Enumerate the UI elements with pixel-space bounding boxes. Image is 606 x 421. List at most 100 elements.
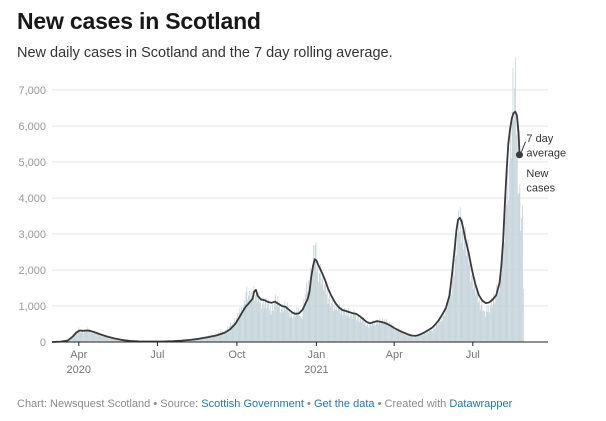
daily-case-bar bbox=[519, 184, 521, 342]
daily-case-bar bbox=[346, 316, 348, 342]
daily-case-bar bbox=[500, 261, 502, 342]
daily-case-bar bbox=[111, 339, 113, 342]
daily-case-bar bbox=[496, 284, 497, 342]
daily-case-bar bbox=[88, 329, 90, 342]
daily-case-bar bbox=[292, 318, 294, 342]
created-with-label: Created with bbox=[384, 398, 447, 410]
daily-case-bar bbox=[411, 336, 413, 342]
daily-case-bar bbox=[82, 330, 84, 342]
daily-case-bar bbox=[522, 289, 524, 342]
daily-case-bar bbox=[279, 302, 281, 342]
daily-case-bar bbox=[477, 287, 478, 342]
daily-case-bar bbox=[363, 317, 364, 342]
daily-case-bar bbox=[106, 336, 108, 342]
daily-case-bar bbox=[518, 192, 520, 342]
daily-case-bar bbox=[195, 338, 197, 342]
daily-case-bar bbox=[319, 264, 321, 342]
daily-case-bar bbox=[398, 328, 400, 342]
daily-case-bar bbox=[300, 315, 301, 342]
daily-case-bar bbox=[392, 326, 394, 342]
daily-case-bar bbox=[494, 303, 496, 342]
daily-case-bar bbox=[382, 318, 383, 342]
daily-case-bar bbox=[69, 338, 71, 342]
daily-case-bar bbox=[264, 302, 266, 342]
daily-case-bar bbox=[439, 317, 440, 342]
daily-case-bar bbox=[433, 328, 434, 342]
daily-case-bar bbox=[298, 308, 300, 342]
daily-case-bar bbox=[72, 334, 74, 342]
daily-case-bar bbox=[83, 331, 85, 342]
daily-case-bar bbox=[376, 322, 377, 342]
daily-case-bar bbox=[268, 299, 269, 342]
daily-case-bar bbox=[100, 335, 102, 342]
daily-case-bar bbox=[244, 304, 246, 342]
daily-case-bar bbox=[324, 284, 325, 342]
daily-case-bar bbox=[401, 332, 403, 342]
daily-case-bar bbox=[403, 334, 405, 342]
x-tick-label: Jul bbox=[466, 349, 480, 361]
daily-case-bar bbox=[234, 318, 236, 342]
daily-case-bar bbox=[300, 318, 302, 342]
daily-case-bar bbox=[408, 334, 409, 342]
daily-case-bar bbox=[238, 313, 240, 342]
daily-case-bar bbox=[466, 246, 468, 342]
daily-case-bar bbox=[320, 284, 322, 342]
daily-case-bar bbox=[280, 312, 281, 342]
x-tick-year-label: 2021 bbox=[304, 364, 328, 376]
daily-case-bar bbox=[87, 327, 89, 342]
daily-case-bar bbox=[359, 319, 361, 342]
daily-case-bar bbox=[425, 334, 427, 342]
daily-case-bar bbox=[461, 230, 463, 342]
daily-case-bar bbox=[210, 335, 211, 342]
daily-case-bar bbox=[393, 325, 395, 342]
daily-case-bar bbox=[513, 120, 515, 342]
daily-case-bar bbox=[416, 336, 418, 342]
daily-case-bar bbox=[433, 326, 435, 342]
datawrapper-link[interactable]: Datawrapper bbox=[449, 398, 513, 410]
daily-case-bar bbox=[299, 315, 300, 342]
daily-case-bar bbox=[367, 322, 369, 342]
daily-case-bar bbox=[245, 291, 247, 342]
daily-case-bar bbox=[446, 308, 448, 342]
daily-case-bar bbox=[427, 332, 429, 342]
x-tick-label: Jan bbox=[308, 349, 326, 361]
daily-case-bar bbox=[319, 273, 320, 342]
daily-case-bar bbox=[465, 226, 466, 342]
daily-case-bar bbox=[225, 331, 227, 342]
y-tick-label: 5,000 bbox=[18, 157, 46, 169]
daily-case-bar bbox=[211, 335, 213, 342]
daily-case-bar bbox=[287, 312, 289, 342]
daily-case-bar bbox=[255, 290, 257, 342]
daily-case-bar bbox=[507, 170, 509, 342]
daily-case-bar bbox=[353, 309, 355, 342]
daily-case-bar bbox=[458, 210, 459, 342]
y-tick-label: 4,000 bbox=[18, 193, 46, 205]
source-link[interactable]: Scottish Government bbox=[201, 398, 304, 410]
daily-case-bar bbox=[482, 311, 484, 342]
daily-case-bar bbox=[253, 286, 255, 342]
daily-case-bar bbox=[448, 289, 450, 342]
daily-case-bar bbox=[308, 292, 310, 342]
daily-case-bar bbox=[487, 311, 489, 342]
daily-case-bar bbox=[288, 309, 290, 342]
daily-case-bar bbox=[84, 329, 86, 342]
daily-case-bar bbox=[386, 318, 388, 342]
get-data-link[interactable]: Get the data bbox=[313, 398, 375, 410]
daily-case-bar bbox=[478, 302, 479, 342]
daily-case-bar bbox=[417, 335, 419, 342]
daily-case-bar bbox=[459, 206, 461, 342]
daily-case-bar bbox=[426, 332, 427, 342]
x-tick-label: Oct bbox=[228, 349, 245, 361]
daily-case-bar bbox=[522, 206, 523, 342]
daily-case-bar bbox=[395, 328, 396, 342]
daily-case-bar bbox=[318, 282, 319, 342]
daily-case-bar bbox=[450, 285, 452, 342]
daily-case-bar bbox=[121, 340, 123, 342]
daily-case-bar bbox=[352, 314, 354, 342]
daily-case-bar bbox=[369, 322, 371, 342]
daily-case-bar bbox=[252, 291, 254, 342]
daily-case-bar bbox=[510, 158, 512, 342]
daily-case-bar bbox=[85, 331, 87, 342]
daily-case-bar bbox=[70, 337, 71, 342]
daily-case-bar bbox=[266, 308, 268, 342]
